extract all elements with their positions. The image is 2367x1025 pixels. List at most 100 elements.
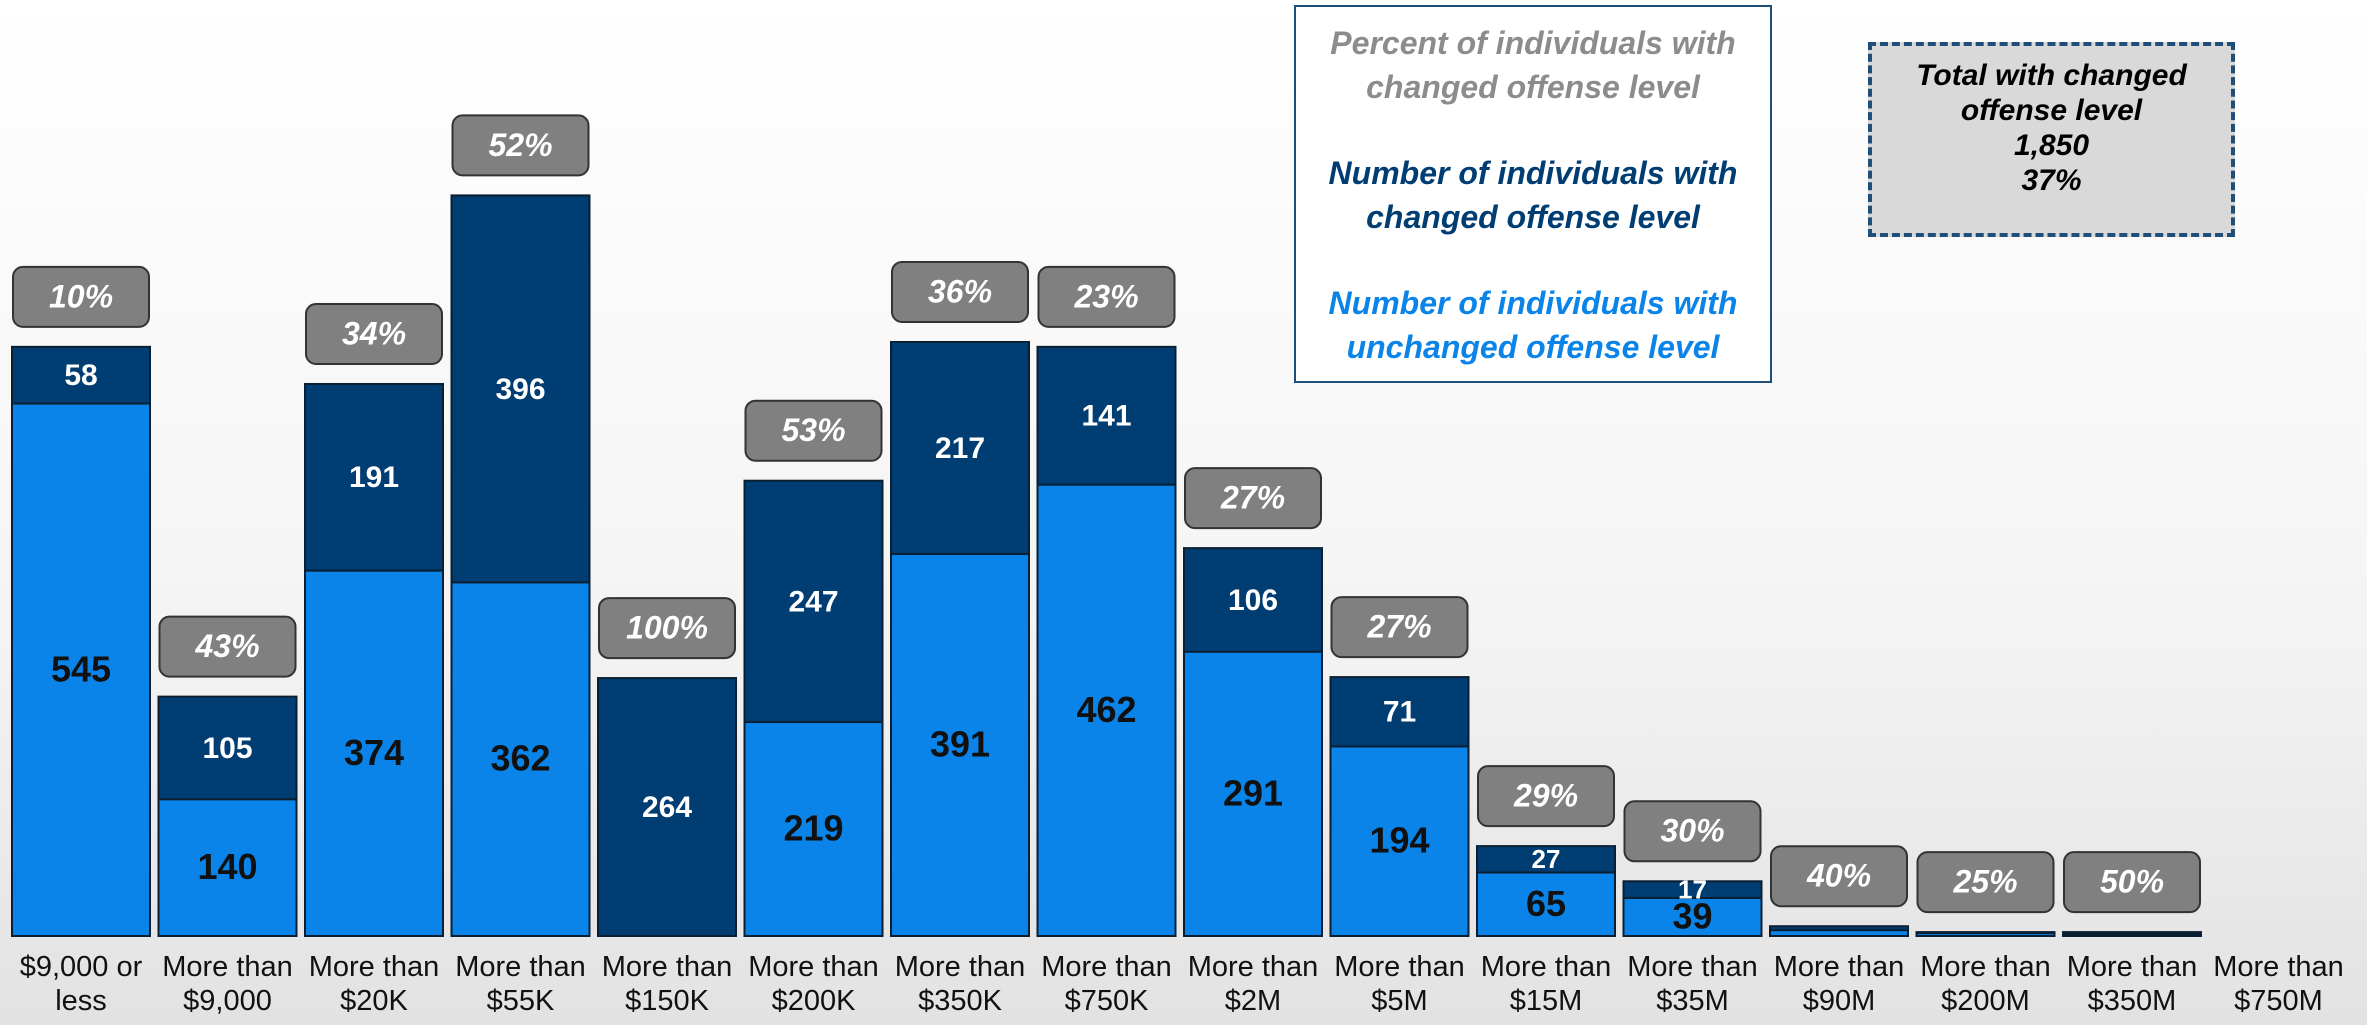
data-label: 362	[490, 738, 550, 779]
percent-box	[1037, 265, 1176, 328]
total-title: Total with changed offense level	[1916, 59, 2187, 127]
percent-box	[451, 114, 590, 177]
bar-segment	[1036, 483, 1177, 937]
percent-box	[1623, 800, 1762, 863]
bar-segment	[743, 479, 884, 724]
bar-segment	[1036, 345, 1177, 486]
data-label: 39	[1672, 895, 1712, 936]
data-label: 396	[495, 373, 545, 406]
total-percent: 37%	[2021, 164, 2082, 197]
bar-segment	[1915, 931, 2056, 935]
x-tick-label: More than $5M	[1334, 951, 1465, 1017]
x-tick-label: More than $90M	[1773, 951, 1905, 1017]
data-label: 374	[344, 732, 404, 773]
percent-label: 25%	[1952, 864, 2017, 900]
x-tick-label: $9,000 or less	[19, 951, 143, 1017]
percent-box	[598, 597, 736, 660]
percent-label: 36%	[928, 273, 992, 309]
bar-segment	[1476, 845, 1616, 874]
data-label: 291	[1223, 772, 1283, 813]
data-label: 141	[1081, 400, 1131, 433]
data-label: 17	[1678, 874, 1707, 904]
percent-label: 27%	[1220, 480, 1285, 516]
data-label: 27	[1532, 844, 1561, 874]
data-label: 462	[1076, 689, 1136, 730]
bar-segment	[2062, 931, 2202, 936]
bar-segment	[1329, 745, 1470, 938]
percent-box	[305, 302, 443, 365]
x-tick-label: More than $350K	[894, 951, 1026, 1017]
data-label: 191	[349, 461, 399, 494]
x-tick-label: More than $750K	[1041, 951, 1172, 1017]
bar-segment	[304, 569, 444, 938]
percent-label: 53%	[781, 412, 845, 448]
x-tick-label: More than $35M	[1627, 951, 1758, 1017]
percent-box	[891, 260, 1029, 323]
data-label: 194	[1369, 820, 1429, 861]
percent-label: 100%	[626, 610, 708, 646]
percent-box	[2063, 851, 2201, 914]
legend-entry: Number of individuals with changed offen…	[1328, 155, 1738, 235]
bar-segment	[890, 340, 1030, 555]
bar-segment	[11, 402, 151, 937]
percent-label: 30%	[1660, 813, 1724, 849]
percent-box	[1770, 845, 1908, 908]
percent-box	[158, 615, 297, 678]
data-label: 140	[197, 846, 257, 887]
bar-segment	[1769, 925, 1909, 932]
data-label: 217	[935, 432, 985, 465]
percent-box	[1477, 765, 1615, 828]
legend-entry: Number of individuals with unchanged off…	[1328, 285, 1738, 365]
percent-label: 52%	[488, 127, 552, 163]
bar-segment	[450, 581, 591, 938]
percent-label: 50%	[2100, 864, 2164, 900]
data-label: 58	[64, 359, 97, 392]
x-tick-label: More than $15M	[1480, 951, 1612, 1017]
bar-segment	[1183, 547, 1323, 653]
x-tick-label: More than $55K	[455, 951, 586, 1017]
data-label: 219	[783, 808, 843, 849]
data-label: 106	[1228, 584, 1278, 617]
bar-segment	[11, 345, 151, 405]
x-tick-label: More than $200M	[1920, 951, 2051, 1017]
percent-label: 29%	[1513, 778, 1578, 814]
percent-box	[1330, 596, 1469, 659]
percent-box	[1916, 851, 2055, 914]
x-tick-label: More than $20K	[308, 951, 440, 1017]
bar-segment	[597, 677, 737, 937]
bar-segment	[450, 194, 591, 584]
bar-segment	[743, 721, 884, 938]
x-tick-label: More than $150K	[601, 951, 733, 1017]
percent-label: 10%	[49, 278, 113, 314]
total-box: Total with changed offense level 1,850 3…	[1868, 42, 2235, 237]
legend-entry: Percent of individuals with changed offe…	[1330, 25, 1736, 105]
data-label: 545	[51, 648, 111, 689]
bar-segment	[157, 695, 298, 801]
percent-box	[744, 399, 883, 462]
data-label: 65	[1526, 883, 1566, 924]
percent-label: 40%	[1806, 858, 1871, 894]
percent-label: 23%	[1073, 278, 1138, 314]
data-label: 105	[202, 732, 252, 765]
total-count: 1,850	[2013, 129, 2090, 162]
data-label: 247	[788, 585, 838, 618]
percent-label: 34%	[342, 315, 406, 351]
bar-segment	[304, 382, 444, 572]
bar-segment	[1329, 676, 1470, 748]
bar-segment	[890, 552, 1030, 937]
x-tick-label: More than $350M	[2066, 951, 2198, 1017]
x-tick-label: More than $750M	[2213, 951, 2344, 1017]
bar-segment	[1622, 896, 1763, 938]
bar-segment	[1183, 650, 1323, 937]
percent-label: 27%	[1366, 609, 1431, 645]
data-label: 264	[642, 791, 692, 824]
percent-label: 43%	[194, 628, 259, 664]
x-tick-label: More than $9,000	[162, 951, 293, 1017]
x-tick-label: More than $2M	[1187, 951, 1319, 1017]
percent-box	[1184, 467, 1322, 530]
data-label: 71	[1383, 696, 1416, 729]
x-tick-label: More than $200K	[748, 951, 879, 1017]
bar-segment	[1476, 871, 1616, 937]
